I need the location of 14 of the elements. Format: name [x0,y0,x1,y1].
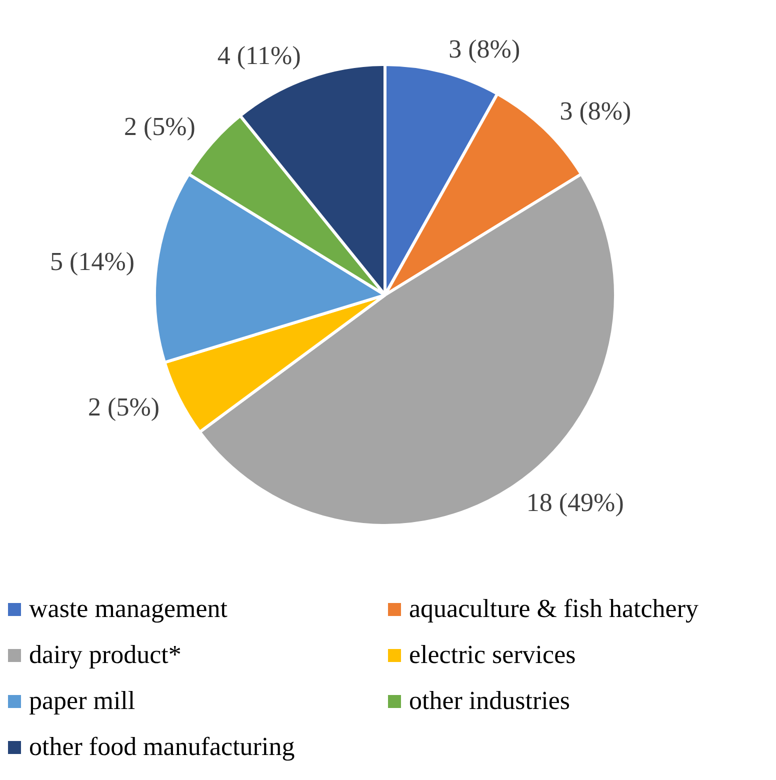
data-label: 3 (8%) [448,34,520,64]
data-label: 18 (49%) [526,488,624,518]
data-label: 2 (5%) [88,392,160,422]
legend-label: other industries [409,686,570,716]
legend-label: dairy product* [29,640,182,670]
legend-label: waste management [29,594,228,624]
legend-label: other food manufacturing [29,732,295,762]
legend-label: paper mill [29,686,136,716]
data-label: 4 (11%) [217,40,301,70]
data-label: 3 (8%) [560,96,632,126]
legend-label: aquaculture & fish hatchery [409,594,698,624]
legend-label: electric services [409,640,576,670]
data-label: 2 (5%) [124,112,196,142]
data-label: 5 (14%) [50,246,135,276]
